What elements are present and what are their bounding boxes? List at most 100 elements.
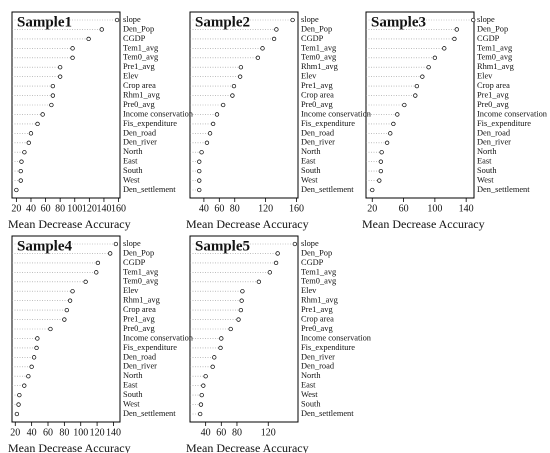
category-label: slope	[477, 15, 495, 24]
dot	[40, 112, 45, 117]
dot	[214, 112, 220, 117]
category-label: Rhm1_avg	[123, 90, 161, 99]
dot	[50, 93, 56, 98]
dot	[95, 260, 101, 266]
category-label: Income conservation	[123, 333, 194, 342]
dot	[198, 411, 203, 417]
category-label: Pre1_avg	[477, 90, 509, 99]
category-label: slope	[123, 15, 141, 24]
dot	[113, 241, 119, 247]
dot	[207, 131, 213, 136]
dot	[58, 74, 63, 79]
x-tick-label: 60	[216, 427, 226, 438]
x-tick-label: 160	[111, 203, 126, 214]
dot	[452, 36, 457, 42]
category-label: Crop area	[123, 305, 156, 314]
category-label: South	[477, 166, 497, 175]
category-label: Elev	[301, 72, 317, 81]
dot	[70, 289, 75, 294]
category-label: Tem1_avg	[301, 43, 337, 52]
plot-frame	[11, 11, 121, 199]
dot	[471, 17, 476, 23]
category-label: Income conservation	[301, 109, 372, 118]
dot	[17, 392, 22, 398]
category-label: West	[301, 175, 318, 184]
dot	[413, 93, 418, 98]
category-label: East	[123, 381, 138, 390]
category-label: Fis_expenditure	[123, 343, 177, 352]
dot	[70, 55, 75, 60]
dot	[58, 65, 63, 70]
x-tick-label: 40	[27, 427, 37, 438]
x-axis-label: Mean Decrease Accuracy	[186, 441, 309, 453]
dot	[19, 159, 24, 164]
dot	[22, 383, 27, 388]
category-label: Fis_expenditure	[301, 343, 355, 352]
x-tick-label: 80	[55, 203, 65, 214]
dot	[16, 402, 21, 407]
dot	[29, 364, 34, 369]
category-label: Den_road	[123, 352, 157, 361]
x-tick-label: 20	[367, 203, 377, 214]
dot	[197, 159, 202, 164]
dot	[94, 270, 99, 275]
category-label: South	[301, 166, 321, 175]
category-label: Tem0_avg	[123, 53, 159, 62]
category-label: North	[123, 371, 143, 380]
dot	[230, 93, 235, 98]
dot	[204, 140, 210, 145]
dot	[14, 411, 20, 417]
dot	[219, 336, 224, 341]
category-label: Rhm1_avg	[477, 62, 515, 71]
panel-title: Sample2	[195, 14, 250, 30]
category-label: Den_river	[301, 352, 335, 361]
panel-title: Sample3	[371, 14, 426, 30]
category-label: Den_Pop	[301, 248, 332, 257]
dot	[210, 364, 215, 369]
dot	[48, 326, 53, 332]
x-tick-label: 60	[43, 427, 53, 438]
x-tick-label: 160	[289, 203, 304, 214]
category-label: Tem0_avg	[301, 53, 337, 62]
dot	[273, 260, 279, 266]
dot	[432, 55, 438, 60]
dot	[442, 46, 447, 51]
x-axis-label: Mean Decrease Accuracy	[8, 441, 131, 453]
dot	[240, 289, 245, 294]
plot-frame	[11, 235, 121, 423]
category-label: slope	[301, 15, 319, 24]
dot	[256, 279, 262, 284]
dot	[86, 36, 91, 42]
category-label: West	[477, 175, 494, 184]
x-tick-label: 120	[82, 203, 97, 214]
category-label: Pre0_avg	[123, 100, 155, 109]
dot	[199, 150, 204, 155]
category-label: Pre0_avg	[123, 324, 155, 333]
dot	[231, 83, 237, 89]
category-label: South	[123, 166, 143, 175]
category-label: slope	[301, 239, 319, 248]
category-label: Crop area	[123, 81, 156, 90]
category-label: Income conservation	[477, 109, 548, 118]
category-label: Tem0_avg	[477, 53, 513, 62]
dot	[26, 374, 31, 379]
dot	[210, 121, 216, 127]
category-label: Elev	[123, 286, 139, 295]
category-label: Fis_expenditure	[477, 119, 531, 128]
category-label: Pre1_avg	[301, 81, 333, 90]
x-tick-label: 60	[214, 203, 224, 214]
category-label: West	[301, 390, 318, 399]
category-label: Den_settlement	[301, 185, 354, 194]
panel-title: Sample1	[17, 14, 72, 30]
category-label: East	[301, 157, 316, 166]
dot	[197, 168, 202, 174]
category-label: Den_Pop	[477, 24, 508, 33]
dot	[83, 279, 88, 284]
category-label: Den_river	[477, 138, 511, 147]
dot	[201, 383, 206, 388]
category-label: CGDP	[301, 258, 324, 267]
category-label: Den_river	[123, 362, 157, 371]
dot	[236, 317, 241, 322]
x-tick-label: 60	[399, 203, 409, 214]
dot	[28, 131, 34, 136]
